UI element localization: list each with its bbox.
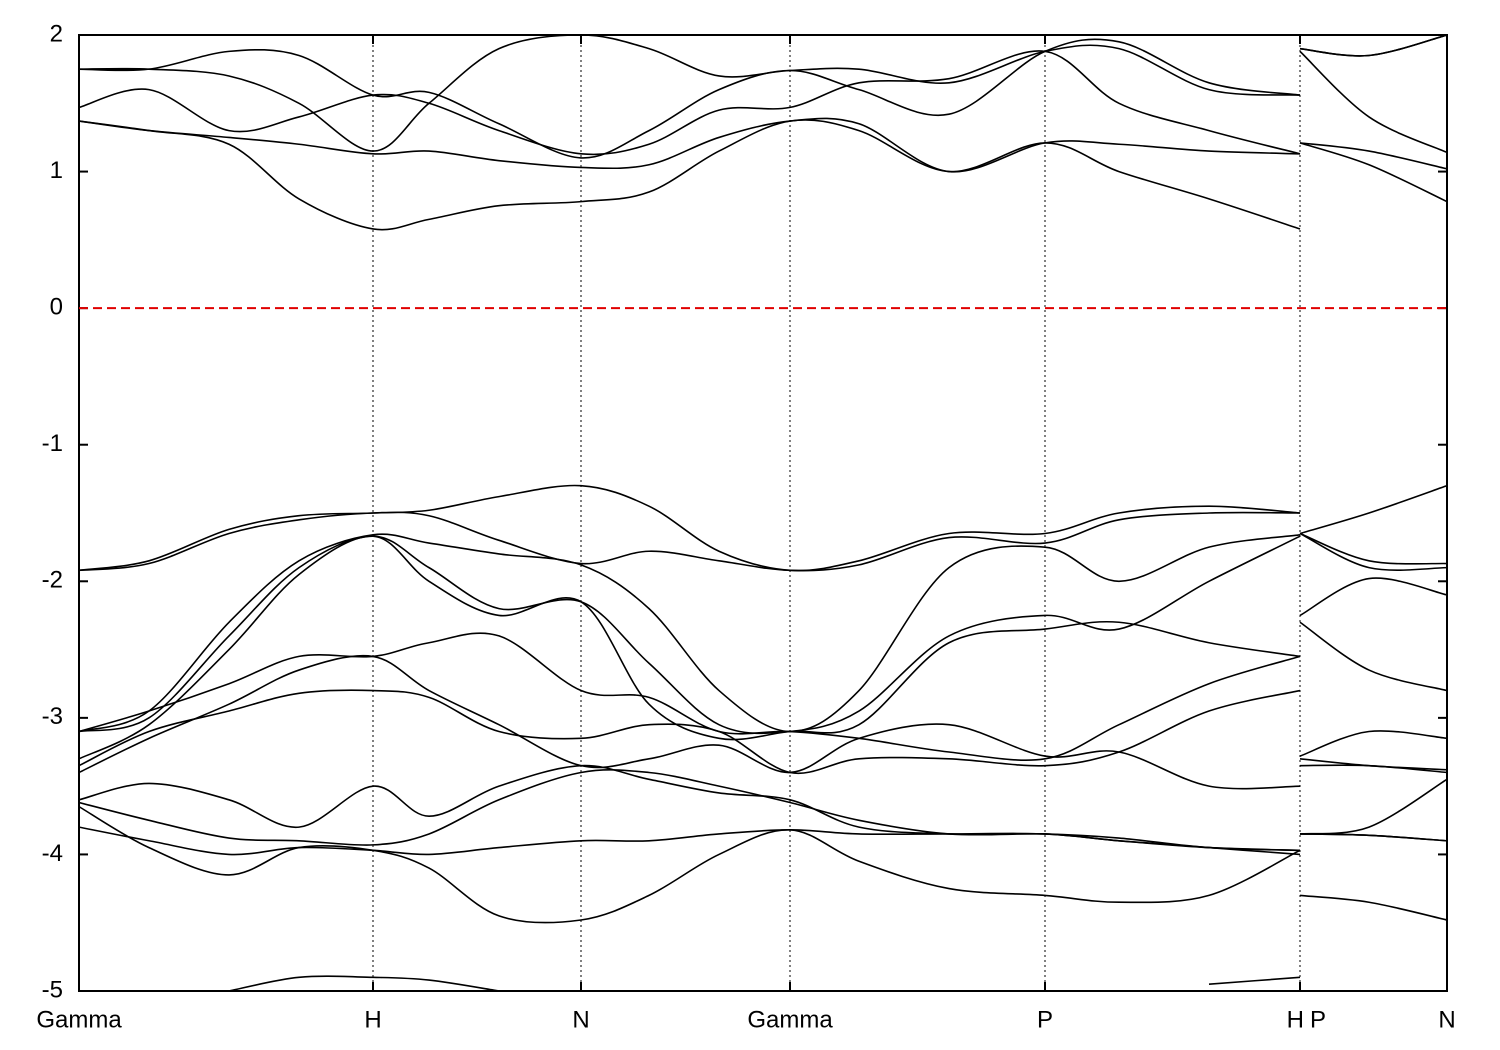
x-tick-label: N	[572, 1006, 589, 1033]
band-line	[79, 535, 1447, 760]
band-line	[79, 826, 1447, 921]
x-tick-label: P	[1310, 1006, 1326, 1033]
y-tick-label: 1	[50, 157, 63, 184]
y-tick-label: -1	[42, 430, 63, 457]
band-line	[79, 484, 1447, 572]
y-tick-label: -2	[42, 567, 63, 594]
band-line	[79, 805, 1447, 924]
x-tick-label: Gamma	[36, 1006, 122, 1033]
y-tick-label: -3	[42, 703, 63, 730]
x-tick-label: N	[1438, 1006, 1455, 1033]
band-line	[79, 654, 1447, 790]
bands	[79, 35, 1447, 991]
y-tick-label: -4	[42, 840, 63, 867]
x-tick-label: Gamma	[747, 1006, 833, 1033]
y-tick-label: 2	[50, 20, 63, 47]
y-tick-label: -5	[42, 976, 63, 1003]
band-line	[79, 119, 1447, 231]
y-tick-label: 0	[50, 293, 63, 320]
plot-frame	[78, 34, 1448, 992]
x-tick-label: H	[364, 1006, 381, 1033]
band-line	[228, 975, 1301, 991]
band-line	[79, 689, 1447, 775]
band-line	[79, 532, 1447, 733]
band-line	[79, 117, 1447, 173]
x-tick-label: P	[1037, 1006, 1053, 1033]
x-tick-label: H	[1287, 1006, 1304, 1033]
band-line	[79, 50, 1447, 156]
band-line	[79, 769, 1447, 852]
band-line	[79, 511, 1447, 572]
band-line	[79, 35, 1447, 152]
band-line	[79, 632, 1447, 761]
